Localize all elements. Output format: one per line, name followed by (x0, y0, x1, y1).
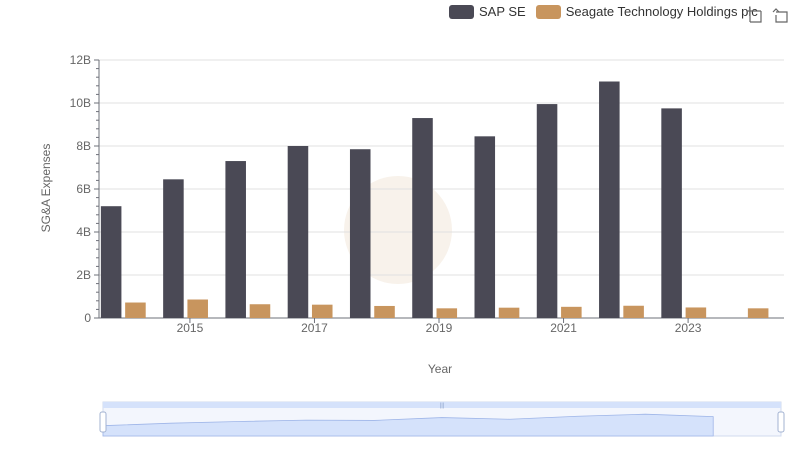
zoom-button[interactable] (746, 7, 762, 23)
bar (685, 307, 707, 318)
legend-label-seagate: Seagate Technology Holdings plc (565, 4, 758, 19)
zoom-reset-icon (772, 8, 788, 23)
zoom-reset-button[interactable] (772, 7, 788, 23)
x-tick-label: 2017 (301, 321, 328, 335)
bar (536, 104, 558, 318)
zoom-icon (747, 8, 762, 23)
x-axis-title: Year (427, 362, 453, 376)
bar (561, 306, 582, 318)
bar (349, 149, 371, 318)
y-tick-label: 2B (76, 268, 91, 282)
legend-swatch-seagate (535, 4, 561, 19)
bar (225, 161, 246, 318)
bar (747, 308, 769, 318)
bar (661, 108, 682, 318)
legend-swatch-sap (449, 4, 474, 19)
bar (100, 206, 122, 318)
bar (623, 305, 644, 318)
x-tick-label: 2023 (675, 321, 702, 335)
y-axis-title: SG&A Expenses (39, 143, 53, 233)
y-tick-label: 12B (70, 53, 91, 67)
bar (125, 302, 146, 318)
bar (436, 308, 458, 318)
legend-label-sap: SAP SE (479, 4, 526, 19)
x-tick-label: 2019 (426, 321, 453, 335)
bar (311, 304, 333, 318)
data-zoom-right-handle[interactable] (777, 411, 785, 433)
bar (187, 299, 208, 318)
y-tick-label: 8B (76, 139, 91, 153)
legend-item-seagate[interactable]: Seagate Technology Holdings plc (535, 4, 758, 19)
data-zoom-top-bar (103, 402, 781, 408)
y-tick-label: 10B (70, 96, 91, 110)
bar (474, 136, 496, 318)
bar (412, 118, 433, 318)
bar (287, 146, 309, 318)
y-tick-label: 4B (76, 225, 91, 239)
x-tick-label: 2015 (177, 321, 204, 335)
bar (163, 179, 184, 318)
data-zoom-preview (102, 413, 714, 437)
y-tick-label: 6B (76, 182, 91, 196)
bar (374, 305, 395, 318)
bar (498, 307, 520, 318)
data-zoom-left-handle[interactable] (99, 411, 107, 433)
x-tick-label: 2021 (550, 321, 577, 335)
legend-item-sap[interactable]: SAP SE (449, 4, 526, 19)
toolbox (746, 7, 798, 23)
y-tick-label: 0 (84, 311, 91, 325)
bar (599, 81, 620, 318)
legend: SAP SE Seagate Technology Holdings plc (449, 4, 768, 19)
data-zoom-grip: ||| (440, 403, 445, 409)
bar (249, 304, 271, 318)
